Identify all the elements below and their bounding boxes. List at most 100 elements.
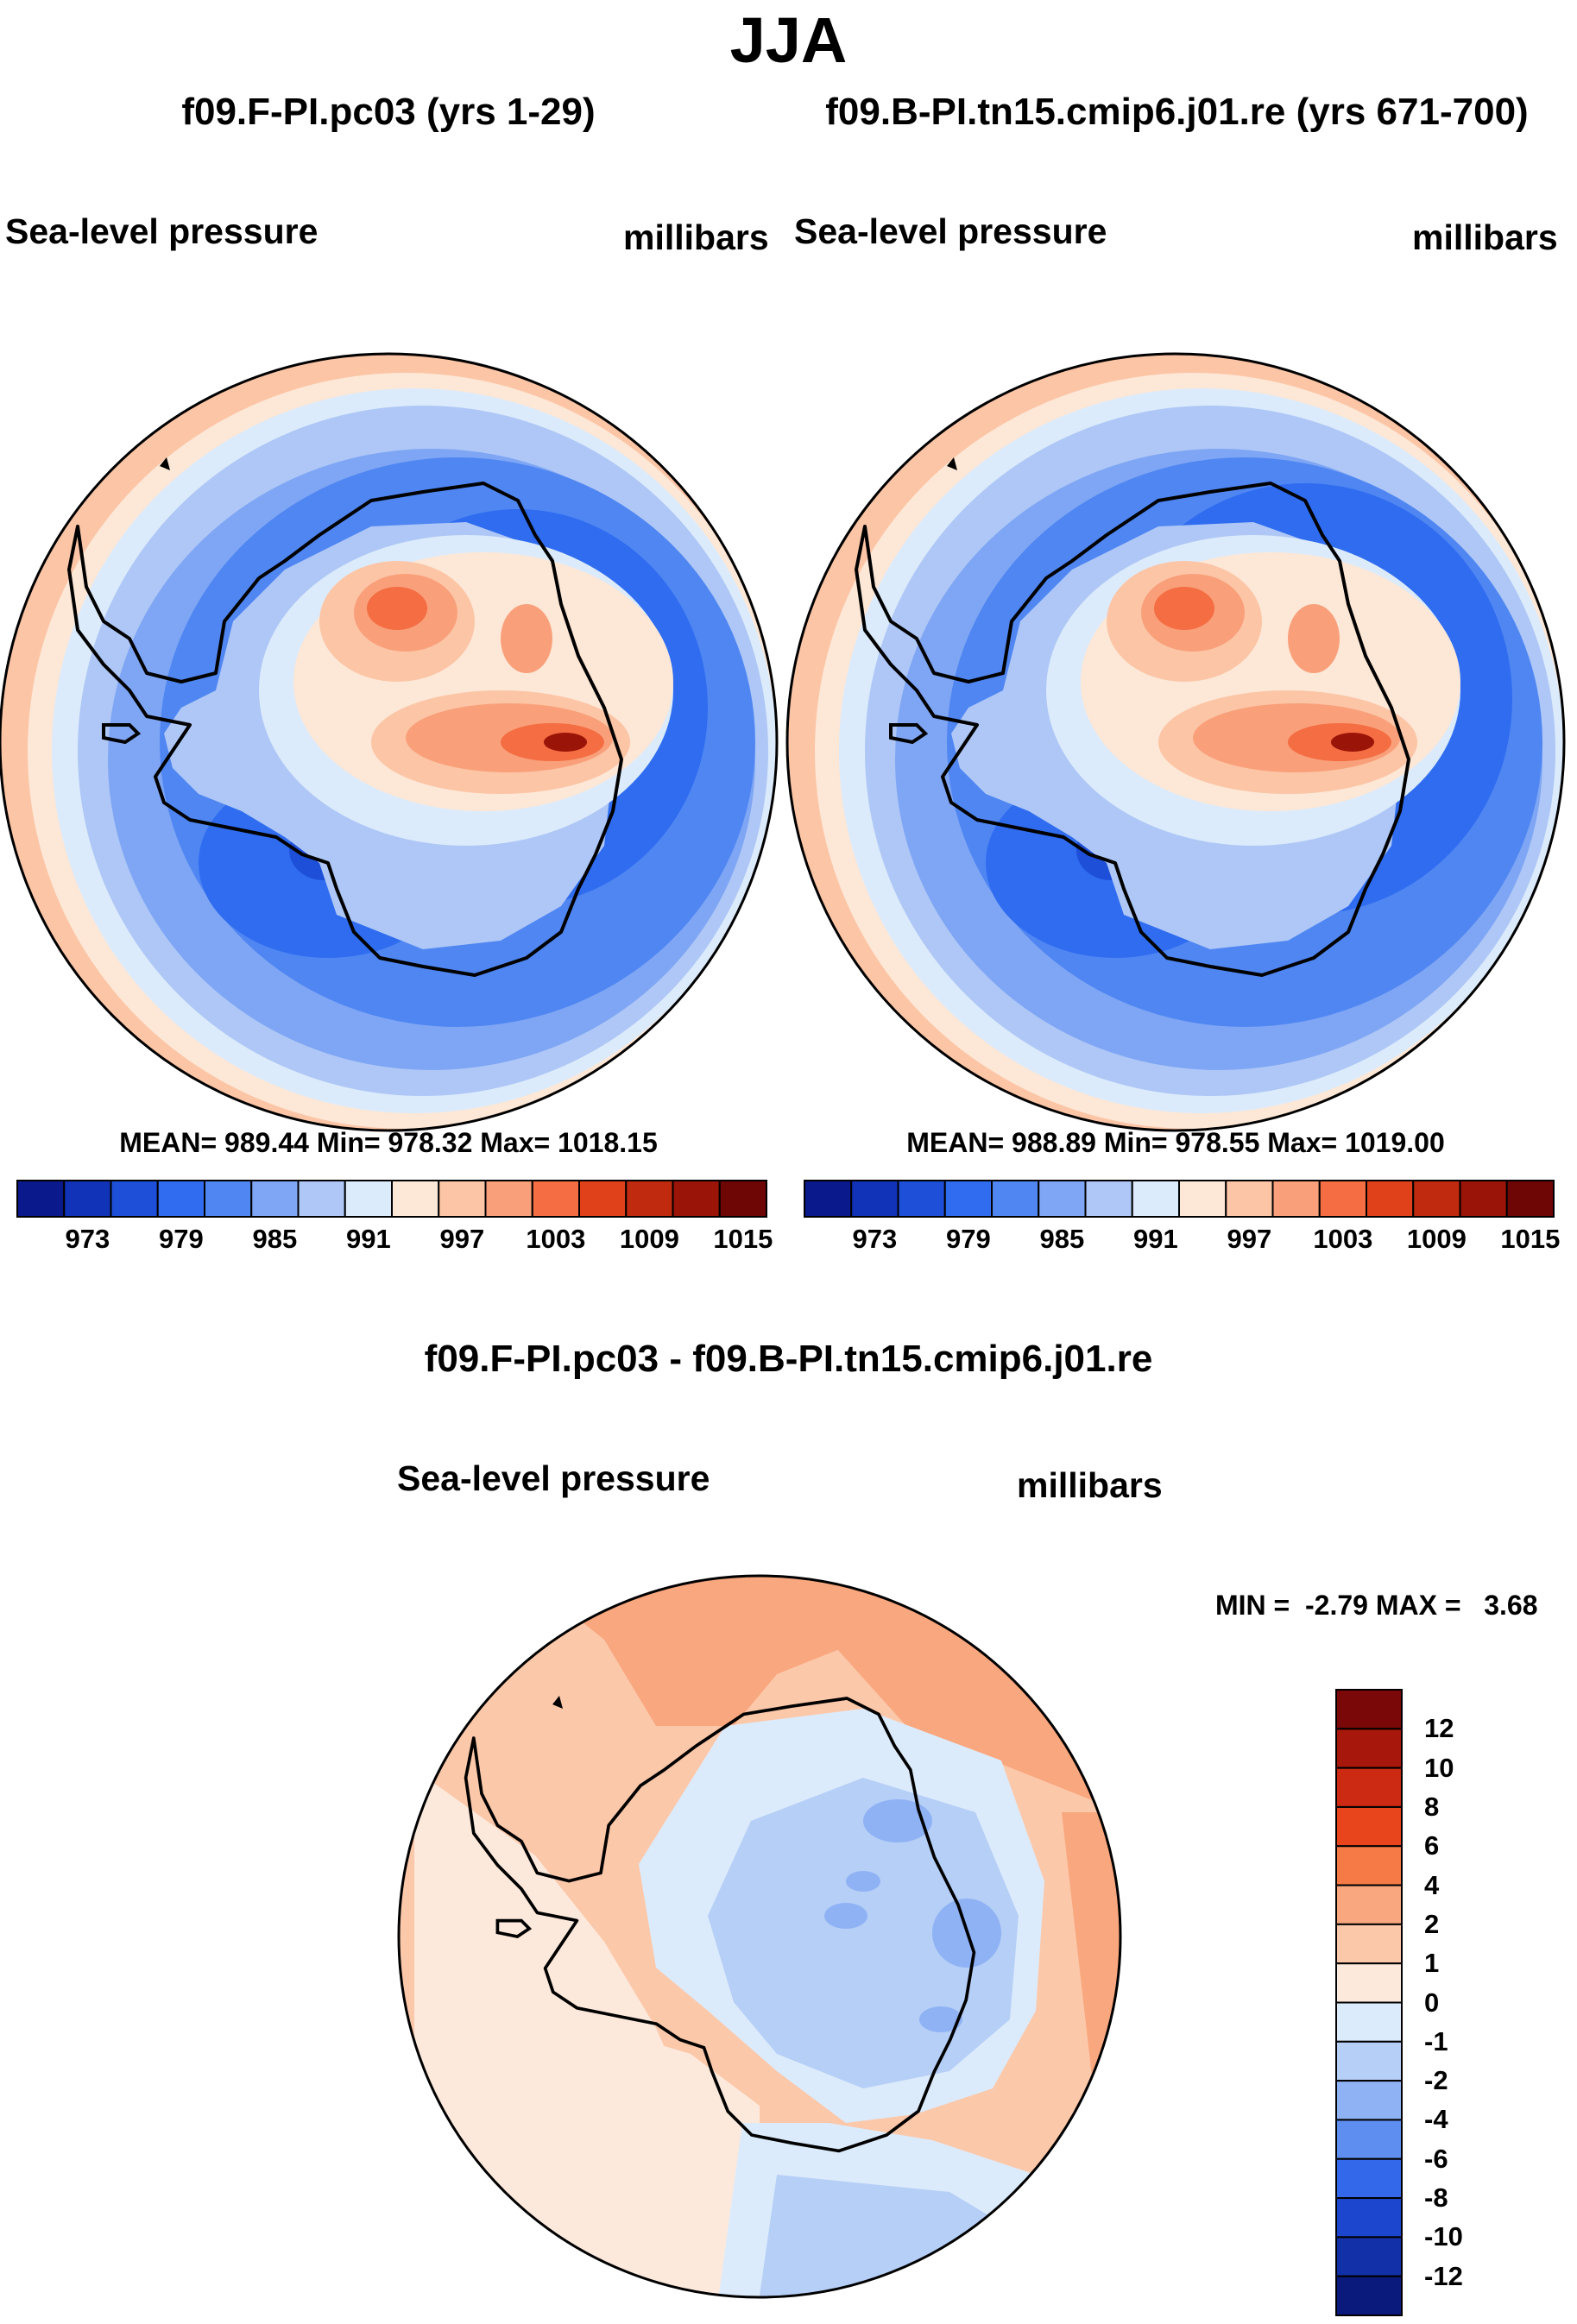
map-left-border	[0, 352, 779, 1132]
colorbar-left-label: 979	[159, 1224, 204, 1254]
variable-label-difference: Sea-level pressure	[397, 1458, 710, 1498]
colorbar-difference-label: -12	[1424, 2260, 1463, 2291]
panel-title-right: f09.B-PI.tn15.cmip6.j01.re (yrs 671-700)	[825, 91, 1529, 133]
colorbar-difference-swatch-1	[1335, 1728, 1403, 1769]
colorbar-left-swatch-10	[484, 1180, 533, 1218]
map-right-border	[785, 352, 1566, 1132]
colorbar-difference-swatch-13	[1335, 2197, 1403, 2239]
colorbar-left-swatch-14	[672, 1180, 721, 1218]
colorbar-right-swatch-8	[1178, 1180, 1227, 1218]
colorbar-left-swatch-1	[63, 1180, 112, 1218]
colorbar-right-label: 997	[1227, 1224, 1272, 1254]
colorbar-difference-label: 4	[1424, 1869, 1440, 1900]
colorbar-right-label: 973	[852, 1224, 898, 1254]
colorbar-difference-swatch-14	[1335, 2236, 1403, 2277]
map-difference-border	[397, 1574, 1122, 2299]
colorbar-left	[16, 1180, 767, 1218]
colorbar-left-swatch-11	[531, 1180, 580, 1218]
units-label-difference: millibars	[1017, 1465, 1163, 1505]
colorbar-difference-swatch-9	[1335, 2040, 1403, 2082]
colorbar-right-label: 985	[1039, 1224, 1085, 1254]
colorbar-difference-swatch-3	[1335, 1805, 1403, 1848]
colorbar-difference-swatch-0	[1335, 1689, 1403, 1730]
colorbar-difference-swatch-5	[1335, 1884, 1403, 1925]
variable-label-left: Sea-level pressure	[5, 211, 319, 251]
colorbar-difference-label: 12	[1424, 1713, 1454, 1744]
colorbar-right-swatch-0	[804, 1180, 853, 1218]
colorbar-left-label: 991	[346, 1224, 391, 1254]
colorbar-difference-label: -2	[1424, 2065, 1448, 2096]
colorbar-right-swatch-3	[943, 1180, 993, 1218]
colorbar-difference-label: 10	[1424, 1752, 1454, 1783]
colorbar-difference-swatch-15	[1335, 2275, 1403, 2316]
colorbar-difference-label: -8	[1424, 2182, 1448, 2214]
colorbar-right-swatch-10	[1271, 1180, 1321, 1218]
colorbar-right-swatch-11	[1318, 1180, 1367, 1218]
colorbar-left-swatch-2	[110, 1180, 159, 1218]
colorbar-difference-swatch-7	[1335, 1962, 1403, 2004]
colorbar-left-swatch-8	[391, 1180, 440, 1218]
colorbar-left-label: 1009	[619, 1224, 679, 1254]
colorbar-left-swatch-0	[16, 1180, 66, 1218]
colorbar-difference-label: -4	[1424, 2104, 1448, 2135]
map-difference	[399, 1576, 1120, 2297]
colorbar-difference-swatch-4	[1335, 1845, 1403, 1886]
colorbar-right-label: 979	[946, 1224, 991, 1254]
colorbar-left-label: 973	[65, 1224, 110, 1254]
colorbar-left-swatch-5	[250, 1180, 300, 1218]
stats-right: MEAN= 988.89 Min= 978.55 Max= 1019.00	[906, 1127, 1445, 1158]
season-title: JJA	[729, 4, 848, 76]
colorbar-left-swatch-12	[578, 1180, 628, 1218]
colorbar-difference-swatch-8	[1335, 2001, 1403, 2043]
colorbar-left-label: 985	[252, 1224, 298, 1254]
stats-left: MEAN= 989.44 Min= 978.32 Max= 1018.15	[119, 1127, 658, 1158]
colorbar-right-swatch-1	[850, 1180, 899, 1218]
colorbar-right-swatch-4	[991, 1180, 1040, 1218]
colorbar-right-swatch-2	[897, 1180, 946, 1218]
colorbar-right-label: 991	[1133, 1224, 1178, 1254]
colorbar-difference-swatch-6	[1335, 1923, 1403, 1965]
colorbar-difference-swatch-12	[1335, 2157, 1403, 2200]
colorbar-right-swatch-7	[1131, 1180, 1180, 1218]
difference-minmax: MIN = -2.79 MAX = 3.68	[1215, 1590, 1538, 1621]
colorbar-right-swatch-9	[1225, 1180, 1274, 1218]
colorbar-difference-label: 2	[1424, 1908, 1440, 1939]
colorbar-difference-label: 0	[1424, 1987, 1440, 2018]
map-left	[0, 354, 777, 1131]
colorbar-difference-swatch-10	[1335, 2080, 1403, 2121]
colorbar-left-label: 1015	[713, 1224, 773, 1254]
colorbar-left-swatch-13	[625, 1180, 674, 1218]
colorbar-left-swatch-4	[204, 1180, 253, 1218]
colorbar-left-label: 997	[439, 1224, 485, 1254]
colorbar-right-label: 1003	[1313, 1224, 1373, 1254]
units-label-right: millibars	[1412, 217, 1558, 257]
map-right	[787, 354, 1564, 1131]
difference-title: f09.F-PI.pc03 - f09.B-PI.tn15.cmip6.j01.…	[424, 1338, 1153, 1380]
colorbar-right-swatch-13	[1412, 1180, 1461, 1218]
panel-title-left: f09.F-PI.pc03 (yrs 1-29)	[181, 91, 596, 133]
colorbar-difference-swatch-2	[1335, 1767, 1403, 1808]
colorbar-right-swatch-12	[1366, 1180, 1415, 1218]
colorbar-difference-label: 1	[1424, 1948, 1440, 1979]
colorbar-right-swatch-14	[1459, 1180, 1508, 1218]
units-label-left: millibars	[623, 217, 769, 257]
colorbar-difference	[1335, 1689, 1403, 2316]
colorbar-difference-swatch-11	[1335, 2119, 1403, 2160]
colorbar-difference-label: -1	[1424, 2025, 1448, 2056]
colorbar-difference-label: -6	[1424, 2143, 1448, 2174]
colorbar-right	[804, 1180, 1555, 1218]
colorbar-left-swatch-7	[344, 1180, 393, 1218]
colorbar-difference-label: -10	[1424, 2221, 1463, 2252]
colorbar-left-swatch-15	[718, 1180, 767, 1218]
colorbar-right-swatch-6	[1084, 1180, 1133, 1218]
colorbar-right-label: 1009	[1406, 1224, 1467, 1254]
colorbar-left-label: 1003	[526, 1224, 586, 1254]
colorbar-difference-label: 8	[1424, 1791, 1440, 1822]
colorbar-left-swatch-3	[156, 1180, 205, 1218]
colorbar-right-label: 1015	[1500, 1224, 1561, 1254]
variable-label-right: Sea-level pressure	[794, 211, 1107, 251]
colorbar-left-swatch-9	[438, 1180, 487, 1218]
colorbar-right-swatch-5	[1038, 1180, 1087, 1218]
colorbar-right-swatch-15	[1505, 1180, 1555, 1218]
